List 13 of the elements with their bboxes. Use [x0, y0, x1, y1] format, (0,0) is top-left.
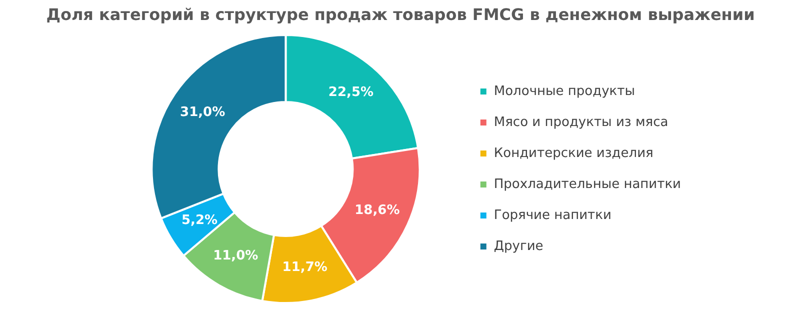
data-label: 18,6%	[354, 203, 400, 218]
data-label: 31,0%	[180, 104, 226, 120]
legend-label: Мясо и продукты из мяса	[494, 114, 668, 130]
legend-label: Кондитерские изделия	[494, 146, 654, 161]
legend-label: Другие	[494, 238, 544, 254]
data-label: 5,2%	[181, 213, 218, 228]
data-label: 22,5%	[328, 84, 374, 100]
legend-label: Горячие напитки	[494, 208, 612, 223]
legend-label: Прохладительные напитки	[494, 176, 682, 192]
data-label: 11,0%	[213, 248, 258, 264]
legend-label: Молочные продукты	[494, 84, 635, 99]
chart-title: Доля категорий в структуре продаж товаров FMCG в денежном выражении	[45, 4, 756, 26]
data-label: 11,7%	[282, 260, 328, 276]
